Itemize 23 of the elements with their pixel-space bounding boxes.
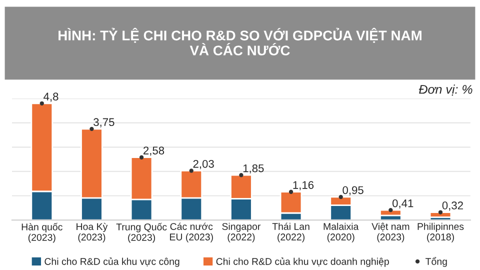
data-label: 0,41: [392, 199, 414, 209]
legend-label: Chi cho R&D của khu vực công: [44, 258, 180, 267]
x-tick-label: Việt nam (2023): [372, 222, 410, 242]
data-label: 2,03: [193, 160, 214, 170]
data-label: 0,32: [442, 202, 463, 211]
x-tick-label: Philipinnes (2018): [418, 222, 464, 242]
x-tick-label: Thái Lan (2022): [272, 222, 310, 242]
data-label: 1,85: [243, 164, 264, 174]
x-tick-label: Hoa Kỳ (2023): [76, 222, 108, 242]
x-tick-label: Trung Quốc (2023): [116, 222, 167, 243]
data-label: 2,58: [143, 146, 164, 156]
legend-label: Tổng: [426, 257, 447, 267]
x-tick-label: Hàn quốc (2023): [22, 222, 62, 243]
text: Đơn vị: %: [418, 84, 472, 96]
chart-title: HÌNH: TỶ LỆ CHI CHO R&D SO VỚI GDPCỦA VIỆT NAM VÀ CÁC NƯỚC: [58, 28, 422, 56]
data-label: 3,75: [94, 118, 114, 128]
legend-label: Chi cho R&D của khu vực doanh nghiệp: [216, 258, 389, 267]
x-tick-label: Singapor (2022): [222, 222, 260, 242]
x-tick-label: Malaixia (2020): [324, 222, 359, 242]
x-tick-label: Các nước EU (2023): [170, 222, 213, 242]
data-label: 4,8: [44, 92, 58, 102]
data-label: 1,16: [293, 181, 314, 190]
data-label: 0,95: [342, 186, 364, 196]
